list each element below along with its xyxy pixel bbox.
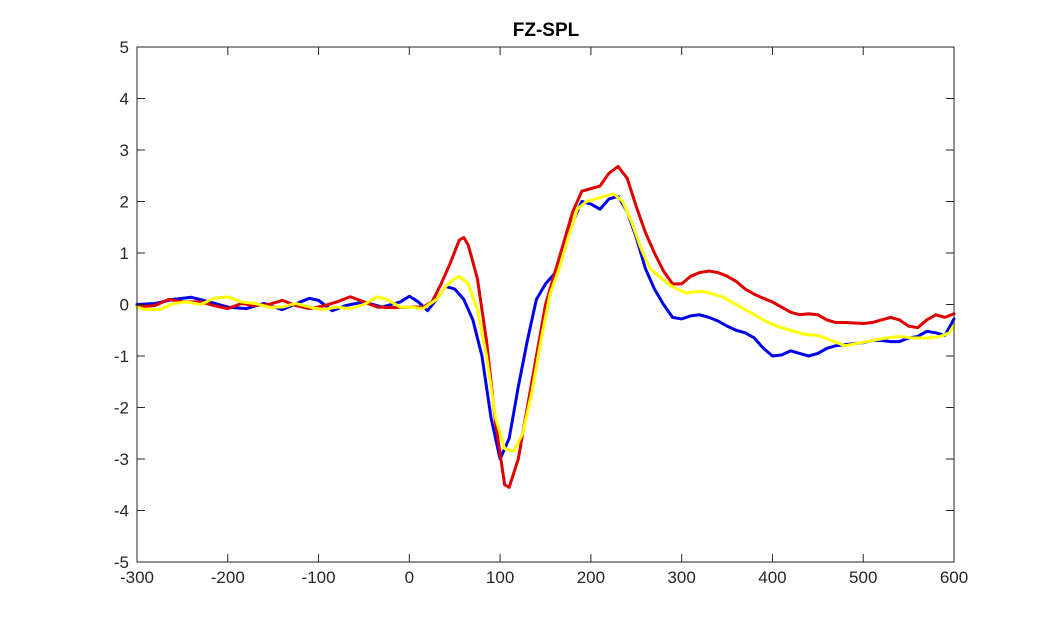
y-tick-label: -4	[114, 502, 129, 521]
y-tick-label: -3	[114, 450, 129, 469]
x-tick-label: -300	[120, 568, 154, 587]
x-tick-label: -100	[302, 568, 336, 587]
series-line-2	[135, 164, 956, 489]
y-tick-label: 2	[120, 193, 129, 212]
x-tick-label: 200	[577, 568, 605, 587]
series-layer	[135, 164, 956, 489]
y-tick-label: 0	[120, 296, 129, 315]
chart-title: FZ-SPL	[513, 20, 580, 41]
y-tick-label: 3	[120, 141, 129, 160]
series-line-3	[135, 192, 956, 453]
y-tick-label: -1	[114, 347, 129, 366]
x-tick-label: 400	[758, 568, 786, 587]
y-tick-label: 1	[120, 244, 129, 263]
y-tick-label: -5	[114, 553, 129, 572]
x-tick-label: 0	[405, 568, 414, 587]
y-tick-label: -2	[114, 399, 129, 418]
axes-layer: -300 -200 -100 0 100 200 300 400 500 600 -5 -4 -3 -2 -…	[114, 38, 968, 587]
x-tick-label: 300	[667, 568, 695, 587]
x-tick-label: 600	[940, 568, 968, 587]
x-tick-label: 500	[849, 568, 877, 587]
y-tick-label: 4	[120, 90, 129, 109]
y-tick-label: 5	[120, 38, 129, 57]
x-tick-label: -200	[211, 568, 245, 587]
x-tick-label: 100	[486, 568, 514, 587]
